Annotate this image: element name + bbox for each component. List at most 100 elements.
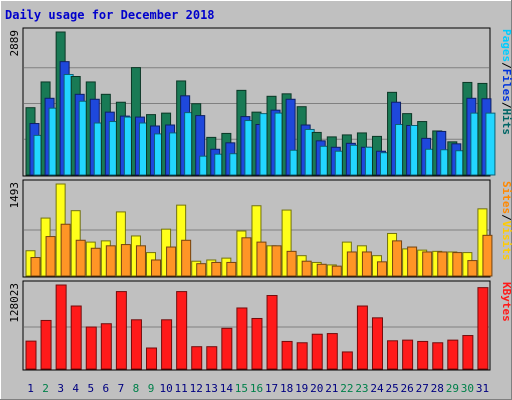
kbytes-panel-bar-kbytes-26 — [402, 339, 414, 370]
visits-panel-bar-sites-8 — [135, 245, 146, 277]
kbytes-panel-bar-kbytes-6 — [100, 323, 112, 370]
visits-panel-bar-sites-21 — [331, 265, 342, 277]
kbytes-panel-bar-kbytes-2 — [40, 319, 52, 370]
visits-panel-bar-sites-15 — [241, 237, 252, 277]
visits-panel-bar-sites-10 — [166, 246, 177, 277]
kbytes-panel-bar-kbytes-23 — [356, 305, 368, 370]
visits-panel-bar-sites-29 — [452, 252, 463, 277]
kbytes-panel: 128023 KBytes — [8, 280, 512, 371]
day-label-21: 21 — [325, 382, 338, 395]
kbytes-panel-bar-kbytes-28 — [432, 342, 444, 370]
day-label-17: 17 — [265, 382, 278, 395]
day-label-31: 31 — [476, 382, 489, 395]
visits-panel-bar-sites-24 — [376, 261, 387, 277]
legend-entry: Visits — [500, 221, 512, 261]
legend-entry: / — [500, 62, 512, 69]
kbytes-panel-bar-kbytes-14 — [221, 327, 233, 370]
day-label-15: 15 — [235, 382, 248, 395]
legend-entry: Pages — [500, 29, 512, 62]
day-label-29: 29 — [446, 382, 459, 395]
hits-panel-legend: Pages/Files/Hits — [500, 29, 512, 135]
hits-panel-ymax-label: 2889 — [8, 30, 21, 57]
legend-entry: Files — [500, 69, 512, 102]
kbytes-panel-bar-kbytes-25 — [387, 340, 399, 370]
visits-panel-bar-sites-16 — [256, 241, 267, 277]
kbytes-panel-bar-kbytes-16 — [251, 317, 263, 370]
visits-panel-bar-sites-11 — [181, 239, 192, 277]
visits-panel-bar-sites-20 — [316, 263, 327, 277]
chart-title: Daily usage for December 2018 — [5, 8, 215, 22]
kbytes-panel-bar-kbytes-18 — [281, 340, 293, 370]
visits-panel-bar-sites-30 — [467, 260, 478, 277]
visits-panel-bar-sites-13 — [211, 261, 222, 277]
kbytes-panel-bar-kbytes-30 — [462, 335, 474, 370]
kbytes-panel-bar-kbytes-29 — [447, 339, 459, 370]
day-label-30: 30 — [461, 382, 474, 395]
visits-panel-bar-sites-3 — [60, 223, 71, 277]
kbytes-panel-bar-kbytes-4 — [70, 305, 82, 370]
visits-panel-bar-sites-4 — [75, 239, 86, 277]
kbytes-panel-bar-kbytes-20 — [311, 333, 323, 370]
visits-panel-bar-sites-14 — [226, 261, 237, 277]
visits-panel-bar-sites-18 — [286, 250, 297, 277]
kbytes-panel-bar-kbytes-31 — [477, 287, 489, 370]
legend-entry: Sites — [500, 181, 512, 214]
day-label-9: 9 — [148, 382, 155, 395]
day-label-3: 3 — [57, 382, 64, 395]
hits-panel-bar-pages-31 — [485, 112, 496, 176]
visits-panel-bar-sites-27 — [422, 251, 433, 277]
day-label-5: 5 — [87, 382, 94, 395]
day-label-25: 25 — [385, 382, 398, 395]
visits-panel: 1493 Sites/Visits — [8, 179, 512, 278]
day-label-13: 13 — [205, 382, 218, 395]
day-label-16: 16 — [250, 382, 263, 395]
kbytes-panel-bar-kbytes-27 — [417, 340, 429, 370]
day-label-14: 14 — [220, 382, 234, 395]
day-label-23: 23 — [355, 382, 368, 395]
day-label-24: 24 — [370, 382, 384, 395]
visits-panel-bar-sites-19 — [301, 260, 312, 277]
day-label-27: 27 — [416, 382, 429, 395]
kbytes-panel-bar-kbytes-13 — [206, 346, 218, 370]
kbytes-panel-bar-kbytes-21 — [326, 333, 338, 370]
visits-panel-legend: Sites/Visits — [500, 181, 512, 261]
visits-panel-bar-sites-26 — [407, 246, 418, 277]
kbytes-panel-ymax-label: 128023 — [8, 283, 21, 323]
kbytes-panel-bar-kbytes-11 — [176, 291, 188, 370]
kbytes-panel-bar-kbytes-9 — [146, 347, 158, 370]
visits-panel-bar-sites-6 — [105, 245, 116, 277]
day-axis: 1 2 3 4 5 6 7 8 9 10 11 12 13 14 15 16 17 18 19 20 21 22 23 24 2… — [27, 382, 489, 395]
visits-panel-bar-sites-17 — [271, 245, 282, 277]
day-label-18: 18 — [280, 382, 293, 395]
kbytes-panel-bar-kbytes-12 — [191, 346, 203, 370]
day-label-19: 19 — [295, 382, 308, 395]
visits-panel-bar-sites-25 — [392, 240, 403, 277]
hits-panel: 2889 Pages/Files/Hits — [8, 27, 512, 177]
visits-panel-bar-sites-31 — [482, 234, 493, 277]
visits-panel-bar-sites-22 — [346, 251, 357, 277]
kbytes-panel-bar-kbytes-22 — [341, 351, 353, 370]
day-label-10: 10 — [159, 382, 172, 395]
visits-panel-bar-sites-5 — [90, 247, 101, 277]
day-label-7: 7 — [118, 382, 125, 395]
kbytes-panel-legend: KBytes — [500, 282, 512, 322]
kbytes-panel-bar-kbytes-1 — [25, 340, 37, 370]
legend-entry: / — [500, 214, 512, 221]
day-label-1: 1 — [27, 382, 34, 395]
day-label-20: 20 — [310, 382, 323, 395]
visits-panel-bar-sites-7 — [120, 244, 131, 277]
visits-panel-bar-sites-23 — [361, 251, 372, 277]
legend-entry: Hits — [500, 109, 512, 136]
day-label-8: 8 — [133, 382, 140, 395]
kbytes-panel-bar-kbytes-7 — [115, 291, 127, 370]
day-label-12: 12 — [190, 382, 203, 395]
visits-panel-bar-sites-1 — [30, 257, 41, 277]
kbytes-panel-bar-kbytes-17 — [266, 295, 278, 370]
day-label-4: 4 — [72, 382, 79, 395]
day-label-2: 2 — [42, 382, 49, 395]
kbytes-panel-bar-kbytes-10 — [161, 319, 173, 370]
visits-panel-bar-sites-9 — [151, 259, 162, 277]
day-label-6: 6 — [103, 382, 110, 395]
visits-panel-ymax-label: 1493 — [8, 182, 21, 209]
